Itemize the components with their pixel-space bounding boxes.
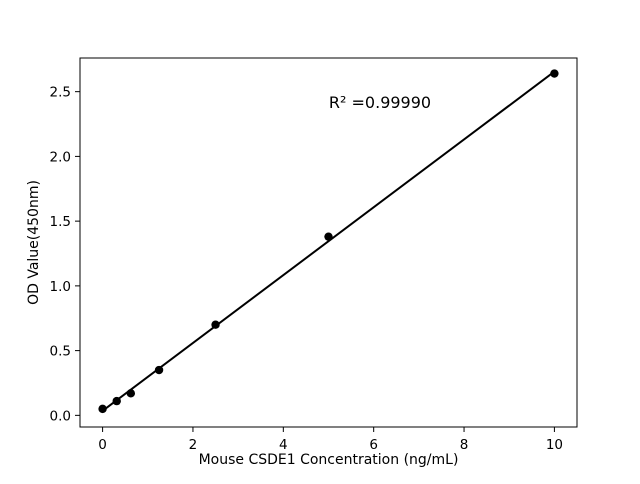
x-tick-label: 0 <box>98 437 107 453</box>
fit-line <box>101 70 556 412</box>
x-tick-label: 10 <box>546 437 563 453</box>
plot-generated-group: 0 2 4 6 8 10 0.0 0.5 1.0 1.5 2.0 2.5 <box>50 57 578 453</box>
y-tick-label: 0.0 <box>50 408 71 424</box>
x-tick-label: 2 <box>189 437 198 453</box>
x-axis-label: Mouse CSDE1 Concentration (ng/mL) <box>199 452 459 468</box>
data-point <box>112 396 121 406</box>
r-squared-annotation: R² =0.99990 <box>329 93 431 112</box>
data-point <box>154 365 164 375</box>
x-tick-label: 8 <box>460 437 469 453</box>
y-tick-label: 2.5 <box>50 85 71 101</box>
y-tick-label: 1.0 <box>50 279 71 295</box>
y-tick-label: 0.5 <box>50 344 71 360</box>
x-tick-label: 6 <box>369 437 378 453</box>
data-point <box>126 389 136 398</box>
data-point <box>550 69 559 78</box>
y-axis-label: OD Value(450nm) <box>26 180 42 305</box>
data-point <box>98 404 107 414</box>
x-tick-label: 4 <box>279 437 288 453</box>
data-point <box>211 320 220 329</box>
data-point <box>324 232 333 241</box>
y-tick-label: 1.5 <box>50 214 71 230</box>
y-tick-label: 2.0 <box>50 149 71 165</box>
